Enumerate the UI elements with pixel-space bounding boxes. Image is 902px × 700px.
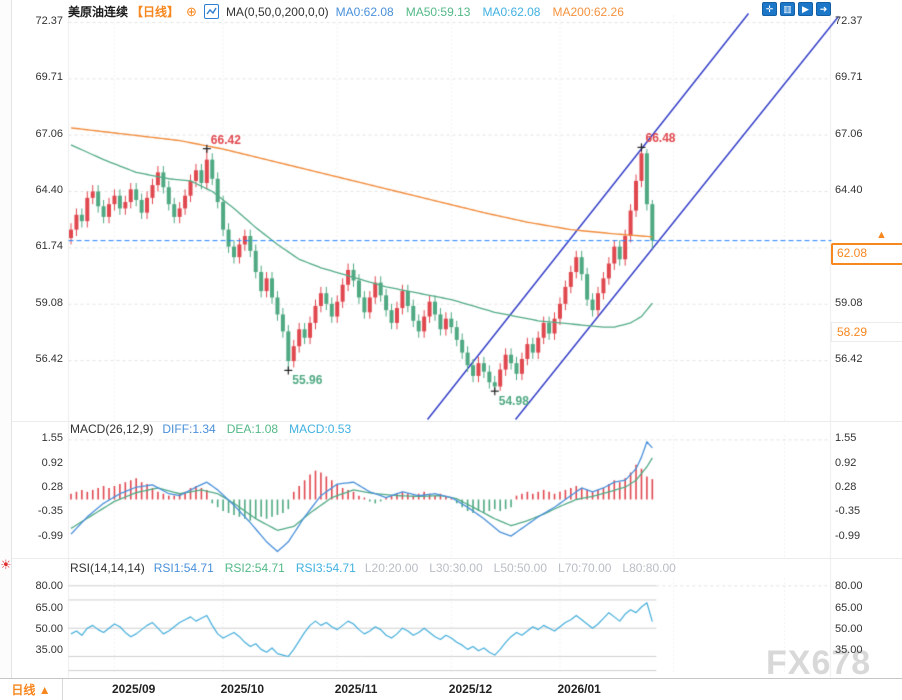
axis-label: 0.28 bbox=[835, 481, 857, 494]
axis-label: 56.42 bbox=[835, 353, 863, 366]
axis-label: 64.40 bbox=[835, 183, 863, 196]
date-label: 2026/01 bbox=[557, 682, 601, 696]
axis-label: 1.55 bbox=[41, 432, 63, 445]
fx678-watermark: FX678 bbox=[766, 644, 872, 682]
rsi-level-label: L80:80.00 bbox=[622, 561, 676, 575]
macd-values: DIFF:1.34 DEA:1.08 MACD:0.53 bbox=[162, 422, 351, 436]
ma-value-label: MA200:62.26 bbox=[552, 4, 624, 19]
rsi-value-label: RSI2:54.71 bbox=[224, 561, 285, 575]
chart-toolbar: ✛ ▥ ▶ ➜ bbox=[762, 2, 831, 16]
axis-label: 80.00 bbox=[35, 580, 63, 593]
axis-label: 0.28 bbox=[41, 481, 63, 494]
ma-value-label: MA50:59.13 bbox=[405, 4, 471, 19]
axis-label: 50.00 bbox=[35, 622, 63, 635]
symbol-name: 美原油连续 bbox=[68, 5, 129, 19]
add-indicator-icon[interactable]: ⊕ bbox=[186, 4, 197, 19]
axis-label: 72.37 bbox=[835, 15, 863, 27]
axis-label: 67.06 bbox=[835, 127, 863, 140]
current-price-tag: 62.08 bbox=[831, 243, 902, 266]
macd-value-label: DIFF:1.34 bbox=[162, 422, 216, 436]
time-axis-bar: 日线 ▲ 2025/09 2025/10 2025/11 2025/12 2026/01 bbox=[0, 678, 902, 700]
settlement-price-tag: 58.29 bbox=[831, 322, 902, 343]
date-label: 2025/09 bbox=[111, 682, 156, 696]
ma-value-label: MA0:62.08 bbox=[335, 4, 394, 19]
candlestick-chart-icon[interactable] bbox=[203, 4, 219, 19]
axis-label: 59.08 bbox=[35, 296, 63, 309]
axis-label: 0.92 bbox=[835, 456, 857, 469]
date-label: 2025/10 bbox=[220, 682, 264, 696]
ma-formula: MA(0,50,0,200,0,0) bbox=[225, 4, 329, 19]
rsi-level-label: L20:20.00 bbox=[364, 561, 419, 575]
period-selector[interactable]: 日线 ▲ bbox=[0, 679, 63, 700]
axis-label: 1.55 bbox=[835, 432, 857, 445]
axis-label: 61.74 bbox=[35, 240, 63, 253]
axis-label: 0.92 bbox=[41, 456, 63, 469]
macd-value-label: DEA:1.08 bbox=[226, 422, 279, 436]
axis-label: 67.06 bbox=[35, 127, 63, 140]
rsi-header: RSI(14,14,14) RSI1:54.71 RSI2:54.71 RSI3:5… bbox=[70, 561, 676, 575]
axis-label: 69.71 bbox=[35, 71, 63, 84]
rsi-level-label: L70:70.00 bbox=[558, 561, 612, 575]
indicator-marker-icon[interactable]: ☀ bbox=[0, 557, 12, 572]
rsi-value-label: RSI3:54.71 bbox=[295, 561, 356, 575]
axis-label: 56.42 bbox=[35, 353, 63, 366]
rsi-values: RSI1:54.71 RSI2:54.71 RSI3:54.71 bbox=[154, 561, 356, 575]
rsi-level-label: L30:30.00 bbox=[429, 561, 483, 575]
macd-value-label: MACD:0.53 bbox=[289, 422, 352, 436]
axis-label: -0.35 bbox=[835, 505, 861, 518]
play-chart-icon[interactable]: ▶ bbox=[798, 2, 813, 16]
price-up-arrow-icon: ▲ bbox=[876, 229, 887, 242]
axis-label: 64.40 bbox=[35, 183, 63, 196]
axis-label: 69.71 bbox=[835, 71, 863, 84]
axis-label: 65.00 bbox=[835, 601, 863, 614]
left-sidebar bbox=[0, 0, 12, 678]
exit-right-icon[interactable]: ➜ bbox=[816, 2, 831, 16]
rsi-level-label: L50:50.00 bbox=[493, 561, 548, 575]
axis-label: 50.00 bbox=[835, 622, 863, 635]
rsi-value-label: RSI1:54.71 bbox=[153, 561, 214, 575]
axis-label: -0.35 bbox=[37, 505, 63, 518]
macd-formula: MACD(26,12,9) bbox=[70, 422, 154, 436]
ma-value-label: MA0:62.08 bbox=[482, 4, 541, 19]
panel-separator bbox=[0, 558, 902, 559]
period-tag: 【日线】 bbox=[131, 5, 180, 19]
axis-label: 65.00 bbox=[35, 601, 63, 614]
date-label: 2025/12 bbox=[448, 682, 493, 696]
ma-values: MA0:62.08 MA50:59.13 MA0:62.08 MA200:62.26 bbox=[336, 5, 624, 19]
pan-move-icon[interactable]: ✛ bbox=[762, 2, 777, 16]
date-label: 2025/11 bbox=[334, 682, 378, 696]
scale-axis-icon[interactable]: ▥ bbox=[780, 2, 795, 16]
axis-label: 59.08 bbox=[835, 296, 863, 309]
panel-separator bbox=[0, 421, 902, 422]
axis-label: 72.37 bbox=[35, 15, 63, 27]
chart-header: 美原油连续 【日线】 ⊕ MA(0,50,0,200,0,0) MA0:62.08… bbox=[68, 3, 624, 20]
axis-label: -0.99 bbox=[37, 530, 63, 543]
axis-label: -0.99 bbox=[835, 530, 861, 543]
axis-label: 35.00 bbox=[35, 643, 63, 656]
rsi-formula: RSI(14,14,14) bbox=[70, 561, 145, 575]
axis-label: 80.00 bbox=[835, 580, 863, 593]
axis-label: 35.00 bbox=[835, 643, 863, 656]
chart-canvas[interactable] bbox=[0, 0, 902, 678]
macd-header: MACD(26,12,9) DIFF:1.34 DEA:1.08 MACD:0.53 bbox=[70, 422, 351, 436]
rsi-level-labels: L20:20.00 L30:30.00 L50:50.00 L70:70.00 L80:… bbox=[365, 561, 676, 575]
